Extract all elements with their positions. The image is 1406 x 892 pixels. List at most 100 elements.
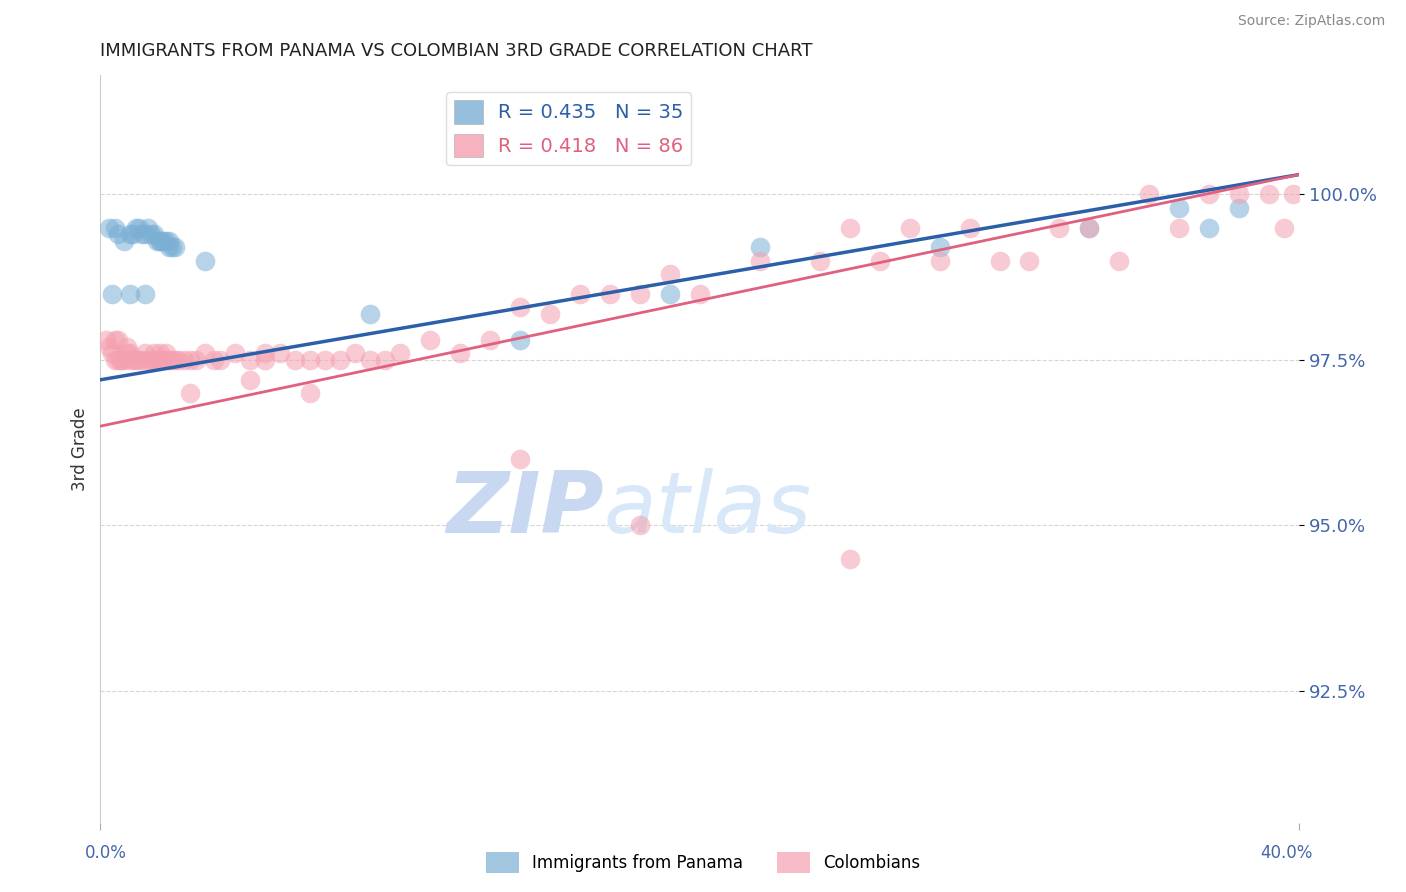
Point [1137, 187, 1160, 202]
Point [299, 353, 322, 368]
Point [110, 353, 132, 368]
Point [599, 286, 621, 301]
Point [1168, 201, 1191, 215]
Point [1198, 220, 1220, 235]
Point [120, 353, 142, 368]
Point [509, 452, 531, 467]
Point [120, 346, 142, 360]
Point [152, 353, 174, 368]
Point [134, 227, 156, 241]
Point [254, 346, 277, 360]
Point [628, 518, 651, 533]
Point [107, 353, 129, 368]
Point [1282, 187, 1305, 202]
Point [1227, 201, 1250, 215]
Point [141, 353, 163, 368]
Point [254, 353, 277, 368]
Point [314, 353, 336, 368]
Point [869, 253, 891, 268]
Point [141, 227, 163, 241]
Point [146, 353, 169, 368]
Point [224, 346, 246, 360]
Point [125, 353, 148, 368]
Point [157, 234, 180, 248]
Point [143, 346, 166, 360]
Point [1078, 220, 1101, 235]
Point [194, 346, 217, 360]
Point [136, 353, 159, 368]
Point [104, 220, 127, 235]
Point [157, 353, 180, 368]
Point [186, 353, 208, 368]
Point [167, 353, 190, 368]
Point [359, 307, 381, 321]
Point [104, 353, 127, 368]
Point [658, 267, 681, 281]
Point [162, 240, 184, 254]
Point [120, 227, 142, 241]
Point [628, 286, 651, 301]
Point [112, 353, 135, 368]
Point [165, 240, 187, 254]
Point [117, 340, 139, 354]
Point [165, 353, 187, 368]
Point [149, 234, 172, 248]
Point [146, 234, 169, 248]
Point [125, 220, 148, 235]
Point [112, 234, 135, 248]
Point [143, 353, 166, 368]
Point [1272, 220, 1295, 235]
Point [117, 346, 139, 360]
Point [284, 353, 307, 368]
Point [898, 220, 921, 235]
Point [988, 253, 1011, 268]
Text: 0.0%: 0.0% [84, 844, 127, 862]
Point [748, 253, 770, 268]
Point [538, 307, 561, 321]
Point [928, 253, 950, 268]
Point [838, 220, 860, 235]
Point [155, 346, 177, 360]
Point [149, 234, 172, 248]
Point [152, 234, 174, 248]
Point [122, 227, 145, 241]
Point [128, 353, 150, 368]
Point [155, 234, 177, 248]
Point [748, 240, 770, 254]
Point [1198, 187, 1220, 202]
Point [478, 333, 501, 347]
Text: Source: ZipAtlas.com: Source: ZipAtlas.com [1237, 14, 1385, 28]
Point [202, 353, 225, 368]
Point [509, 333, 531, 347]
Point [239, 373, 262, 387]
Point [107, 333, 129, 347]
Text: IMMIGRANTS FROM PANAMA VS COLOMBIAN 3RD GRADE CORRELATION CHART: IMMIGRANTS FROM PANAMA VS COLOMBIAN 3RD … [100, 42, 813, 60]
Text: ZIP: ZIP [446, 467, 603, 550]
Point [122, 353, 145, 368]
Point [808, 253, 831, 268]
Point [239, 353, 262, 368]
Point [173, 353, 195, 368]
Point [1049, 220, 1071, 235]
Point [194, 253, 217, 268]
Point [96, 333, 118, 347]
Point [128, 220, 150, 235]
Point [149, 346, 172, 360]
Point [98, 220, 121, 235]
Text: 40.0%: 40.0% [1260, 844, 1313, 862]
Point [98, 340, 121, 354]
Point [162, 353, 184, 368]
Point [389, 346, 412, 360]
Point [1168, 220, 1191, 235]
Point [134, 286, 156, 301]
Point [107, 227, 129, 241]
Point [1018, 253, 1040, 268]
Point [838, 551, 860, 566]
Point [179, 386, 201, 401]
Point [689, 286, 711, 301]
Point [509, 300, 531, 314]
Point [1258, 187, 1281, 202]
Point [101, 346, 124, 360]
Point [269, 346, 291, 360]
Point [149, 353, 172, 368]
